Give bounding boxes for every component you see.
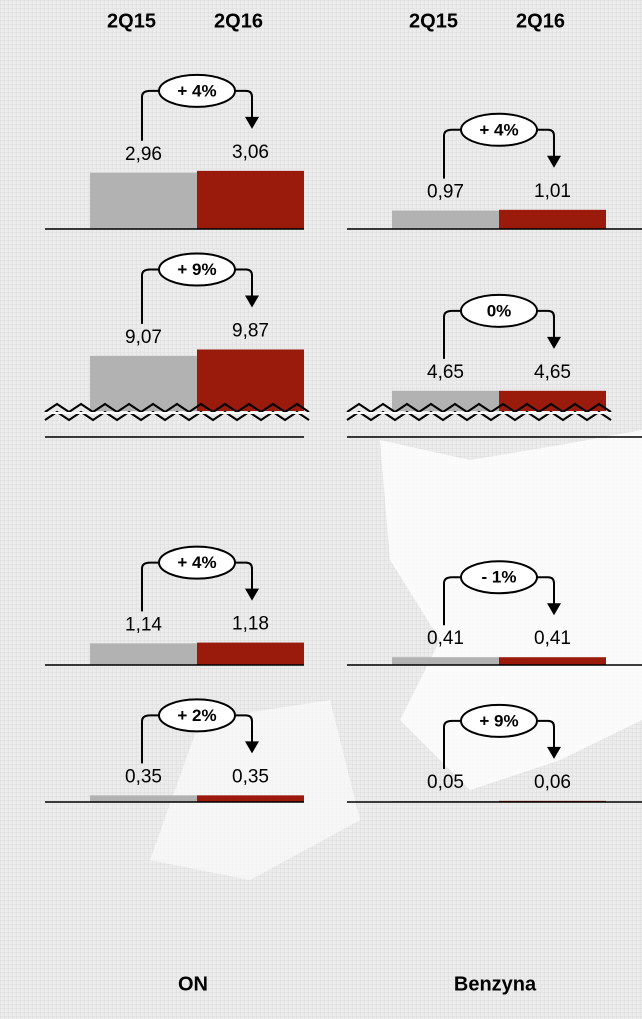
- arrow-head: [547, 603, 561, 616]
- bar: [90, 643, 197, 665]
- value-label: 0,35: [232, 766, 269, 787]
- change-bracket: [141, 561, 159, 612]
- arrow-head: [547, 336, 561, 349]
- bar: [197, 642, 304, 665]
- change-label: + 9%: [177, 260, 216, 279]
- value-label: 0,97: [427, 182, 464, 203]
- axis-break-gap: [45, 412, 309, 414]
- group-title: Benzyna: [454, 973, 537, 995]
- value-label: 0,41: [427, 628, 464, 649]
- bar: [197, 170, 304, 229]
- arrow-head: [245, 741, 259, 754]
- arrow-head: [547, 155, 561, 168]
- bar: [90, 795, 197, 802]
- change-bracket: [141, 268, 159, 324]
- value-label: 1,18: [232, 614, 269, 635]
- bar: [197, 795, 304, 802]
- value-label: 0,06: [534, 772, 571, 793]
- change-label: + 9%: [479, 711, 518, 730]
- change-bracket: [443, 576, 461, 626]
- axis-break-gap: [347, 412, 611, 414]
- axis-break: [346, 402, 612, 414]
- change-bubble: [460, 293, 538, 328]
- arrow-head: [547, 746, 561, 759]
- change-bubble: [158, 252, 236, 287]
- change-bubble: [460, 560, 538, 595]
- bar: [392, 657, 499, 665]
- bar: [90, 355, 197, 411]
- value-label: 4,65: [534, 362, 571, 383]
- change-bracket: [443, 309, 461, 359]
- arrow-head: [245, 295, 259, 308]
- value-label: 2,96: [125, 144, 162, 165]
- change-bracket: [443, 719, 461, 770]
- bar: [499, 657, 606, 665]
- value-label: 0,35: [125, 766, 162, 787]
- change-bracket: [235, 561, 253, 591]
- change-label: 0%: [487, 301, 512, 320]
- map-shape: [380, 430, 642, 790]
- bar: [197, 349, 304, 411]
- change-bracket: [141, 714, 159, 764]
- change-label: + 2%: [177, 706, 216, 725]
- bar: [392, 390, 499, 411]
- change-label: + 4%: [479, 120, 518, 139]
- column-header: 2Q16: [214, 10, 263, 32]
- change-bracket: [537, 576, 555, 606]
- axis-break: [44, 402, 310, 414]
- group-title: ON: [178, 973, 208, 995]
- change-bracket: [443, 128, 461, 179]
- value-label: 0,05: [427, 772, 464, 793]
- change-label: + 4%: [177, 81, 216, 100]
- change-bubble: [158, 73, 236, 108]
- arrow-head: [245, 588, 259, 601]
- bar: [392, 210, 499, 229]
- bar: [90, 172, 197, 229]
- change-bracket: [141, 89, 159, 141]
- change-bubble: [158, 698, 236, 733]
- change-bracket: [537, 128, 555, 158]
- bar: [499, 209, 606, 229]
- value-label: 3,06: [232, 142, 269, 163]
- arrow-head: [245, 116, 259, 129]
- change-bracket: [235, 268, 253, 298]
- column-header: 2Q15: [107, 10, 156, 32]
- change-bubble: [158, 545, 236, 580]
- change-bracket: [235, 714, 253, 744]
- value-label: 4,65: [427, 362, 464, 383]
- value-label: 0,41: [534, 628, 571, 649]
- value-label: 1,14: [125, 614, 162, 635]
- bar: [499, 390, 606, 411]
- column-header: 2Q16: [516, 10, 565, 32]
- change-bubble: [460, 112, 538, 147]
- value-label: 9,07: [125, 327, 162, 348]
- change-bracket: [537, 309, 555, 339]
- change-label: - 1%: [482, 568, 517, 587]
- value-label: 9,87: [232, 321, 269, 342]
- column-header: 2Q15: [409, 10, 458, 32]
- change-label: + 4%: [177, 553, 216, 572]
- change-bracket: [235, 89, 253, 119]
- value-label: 1,01: [534, 181, 571, 202]
- change-bracket: [537, 719, 555, 749]
- change-bubble: [460, 703, 538, 738]
- map-shape: [150, 700, 360, 880]
